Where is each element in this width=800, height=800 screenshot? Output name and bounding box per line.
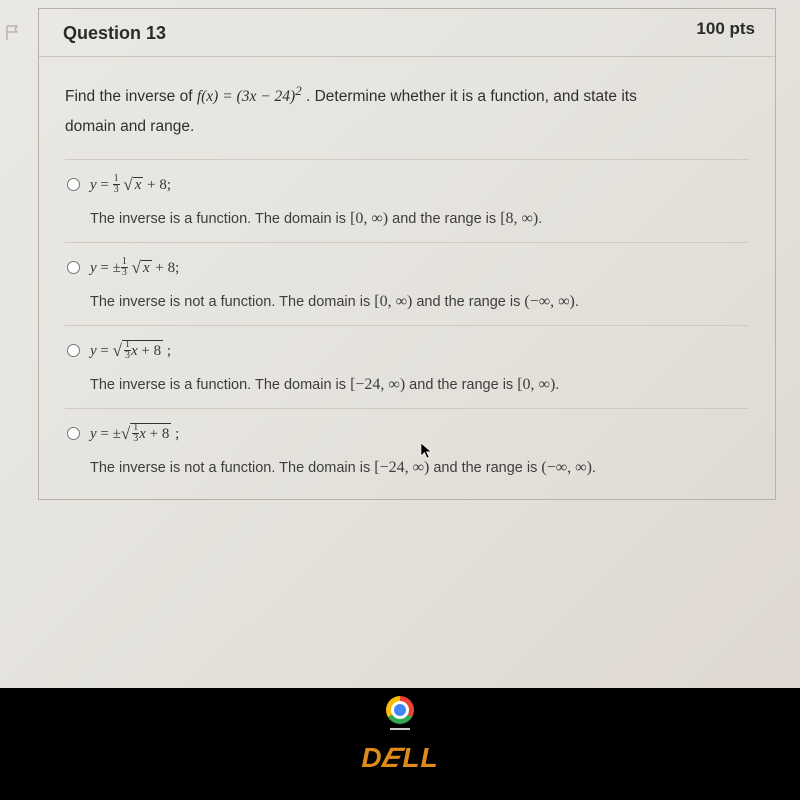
points-label: 100 pts [696, 19, 755, 39]
question-number: Question 13 [63, 23, 166, 44]
option-b[interactable]: y = ±13 √x + 8; The inverse is not a fun… [65, 242, 749, 325]
quiz-page: Question 13 100 pts Find the inverse of … [0, 0, 800, 688]
option-c-desc: The inverse is a function. The domain is… [90, 376, 743, 394]
option-a[interactable]: y = 13 √x + 8; The inverse is a function… [65, 159, 749, 242]
cursor-icon [420, 442, 434, 465]
options-group: y = 13 √x + 8; The inverse is a function… [39, 159, 775, 499]
flag-icon[interactable] [4, 24, 22, 42]
option-c-formula: y = √13x + 8 ; [90, 340, 171, 362]
question-card: Question 13 100 pts Find the inverse of … [38, 8, 776, 500]
stem-function: f(x) = (3x − 24)2 [197, 88, 302, 105]
chrome-icon[interactable] [386, 696, 414, 724]
stem-prefix: Find the inverse of [65, 88, 197, 105]
dell-logo: DELL [361, 742, 438, 774]
option-b-radio[interactable] [67, 261, 80, 274]
question-header: Question 13 100 pts [39, 9, 775, 57]
option-d[interactable]: y = ±√13x + 8 ; The inverse is not a fun… [65, 408, 749, 491]
option-c[interactable]: y = √13x + 8 ; The inverse is a function… [65, 325, 749, 408]
option-d-formula: y = ±√13x + 8 ; [90, 423, 179, 445]
laptop-bezel: DELL [0, 688, 800, 800]
stem-line2: domain and range. [65, 118, 194, 135]
option-b-formula: y = ±13 √x + 8; [90, 257, 179, 279]
option-b-desc: The inverse is not a function. The domai… [90, 293, 743, 311]
option-d-desc: The inverse is not a function. The domai… [90, 459, 743, 477]
option-a-desc: The inverse is a function. The domain is… [90, 210, 743, 228]
option-c-radio[interactable] [67, 344, 80, 357]
option-a-radio[interactable] [67, 178, 80, 191]
option-a-formula: y = 13 √x + 8; [90, 174, 171, 196]
option-d-radio[interactable] [67, 427, 80, 440]
stem-suffix: . Determine whether it is a function, an… [306, 88, 637, 105]
question-stem: Find the inverse of f(x) = (3x − 24)2 . … [39, 57, 775, 159]
